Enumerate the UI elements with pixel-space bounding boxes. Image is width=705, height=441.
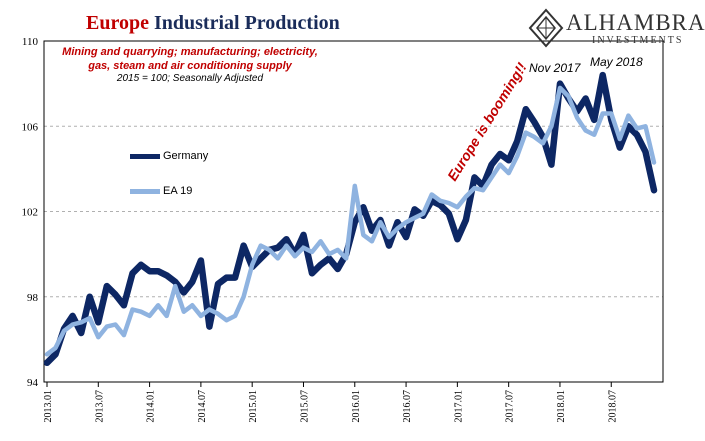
- legend-swatch-germany: [130, 153, 160, 159]
- x-tick-label: 2016.01: [351, 390, 362, 423]
- y-tick-label: 106: [22, 121, 39, 133]
- y-tick-label: 94: [27, 377, 39, 389]
- plot-frame: [43, 40, 664, 383]
- x-tick-label: 2018.01: [556, 390, 567, 423]
- x-tick-label: 2014.07: [197, 390, 208, 423]
- annotation-may-2018: May 2018: [590, 55, 643, 69]
- x-tick-label: 2017.01: [453, 390, 464, 423]
- chart-note: 2015 = 100; Seasonally Adjusted: [116, 73, 264, 84]
- x-tick-label: 2013.07: [94, 390, 105, 423]
- y-tick-label: 102: [22, 207, 39, 219]
- x-tick-label: 2014.01: [146, 390, 157, 423]
- y-tick-label: 110: [22, 36, 39, 48]
- y-tick-label: 98: [27, 292, 39, 304]
- title-rest: Industrial Production: [153, 12, 340, 34]
- series-line-ea19: [44, 85, 657, 357]
- legend-label-germany: Germany: [163, 150, 209, 162]
- legend-label-ea19: EA 19: [163, 185, 193, 197]
- title-accent: Europe: [86, 12, 149, 34]
- annotation-booming: Europe is booming!!: [444, 59, 530, 183]
- x-tick-label: 2015.01: [248, 390, 259, 423]
- logo-subtitle: INVESTMENTS: [592, 35, 684, 46]
- x-tick-label: 2013.01: [43, 390, 54, 423]
- legend-swatch-ea19: [130, 188, 160, 194]
- chart-title: Europe Industrial Production: [86, 12, 340, 35]
- legend-item-germany: Germany: [130, 150, 208, 162]
- company-logo: ALHAMBRA INVESTMENTS: [528, 8, 705, 48]
- x-tick-label: 2017.07: [505, 390, 516, 423]
- annotation-nov-2017: Nov 2017: [529, 61, 582, 75]
- x-tick-label: 2015.07: [299, 390, 310, 423]
- logo-name: ALHAMBRA: [566, 10, 705, 35]
- x-tick-label: 2018.07: [607, 390, 618, 423]
- legend-item-ea19: EA 19: [130, 185, 192, 197]
- alhambra-diamond-icon: [528, 8, 564, 48]
- x-tick-label: 2016.07: [402, 390, 413, 423]
- chart-subtitle: Mining and quarrying; manufacturing; ele…: [62, 46, 318, 72]
